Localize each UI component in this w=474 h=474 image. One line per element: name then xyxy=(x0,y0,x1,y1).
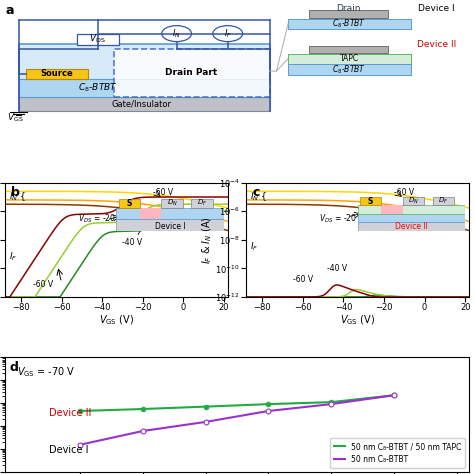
Bar xyxy=(309,46,388,53)
X-axis label: $V_{\mathrm{GS}}$ (V): $V_{\mathrm{GS}}$ (V) xyxy=(340,314,375,327)
Bar xyxy=(18,97,270,111)
Text: -60 V: -60 V xyxy=(292,275,313,284)
Text: -60 V: -60 V xyxy=(153,188,173,197)
Text: $I_N$: $I_N$ xyxy=(172,27,181,40)
Text: Device II: Device II xyxy=(417,40,456,49)
Text: Drain: Drain xyxy=(336,4,361,13)
Text: Device I: Device I xyxy=(419,4,455,13)
Text: C$_8$-BTBT: C$_8$-BTBT xyxy=(332,64,366,76)
Text: $I_F$: $I_F$ xyxy=(250,241,258,253)
Text: $I_N$ {: $I_N$ { xyxy=(9,191,26,203)
Text: -60 V: -60 V xyxy=(33,280,53,289)
Bar xyxy=(288,64,411,75)
Text: Device II: Device II xyxy=(49,408,91,418)
Bar xyxy=(288,18,411,28)
Text: a: a xyxy=(5,4,14,18)
Bar xyxy=(26,69,88,79)
Text: $V_{\mathrm{DS}}$: $V_{\mathrm{DS}}$ xyxy=(89,33,106,46)
Text: Gate/Insulator: Gate/Insulator xyxy=(112,100,172,109)
Text: $I_N$ {: $I_N$ { xyxy=(250,191,267,203)
Legend: 50 nm C₈-BTBT / 50 nm TAPC, 50 nm C₈-BTBT: 50 nm C₈-BTBT / 50 nm TAPC, 50 nm C₈-BTB… xyxy=(330,438,465,468)
Bar xyxy=(18,79,270,97)
Text: $V_{DS}$ = -20 V: $V_{DS}$ = -20 V xyxy=(319,212,365,225)
Bar xyxy=(309,10,388,18)
Text: $I_F$: $I_F$ xyxy=(224,27,232,40)
Y-axis label: $I_F$ & $I_N$ (A): $I_F$ & $I_N$ (A) xyxy=(200,216,214,264)
Text: d: d xyxy=(9,361,18,374)
Text: -40 V: -40 V xyxy=(327,264,347,273)
Text: $V_{DS}$ = -20 V: $V_{DS}$ = -20 V xyxy=(78,212,124,225)
Text: TAPC: TAPC xyxy=(340,54,359,63)
Circle shape xyxy=(213,26,243,42)
Text: $I_F$: $I_F$ xyxy=(9,251,17,263)
FancyBboxPatch shape xyxy=(114,49,270,97)
FancyBboxPatch shape xyxy=(77,34,118,45)
Text: b: b xyxy=(11,186,20,199)
Text: c: c xyxy=(253,186,260,199)
Text: $V_{\mathrm{GS}}$ = -70 V: $V_{\mathrm{GS}}$ = -70 V xyxy=(17,365,76,380)
Text: Device I: Device I xyxy=(49,446,88,456)
Text: Source: Source xyxy=(40,69,73,78)
Bar xyxy=(288,54,411,64)
Text: Drain Part: Drain Part xyxy=(165,68,218,77)
FancyBboxPatch shape xyxy=(18,44,270,111)
Text: -60 V: -60 V xyxy=(394,188,414,197)
Text: $V_{\mathrm{GS}}$: $V_{\mathrm{GS}}$ xyxy=(7,111,23,124)
Text: C$_8$-BTBT: C$_8$-BTBT xyxy=(332,18,366,30)
Text: C$_8$-BTBT: C$_8$-BTBT xyxy=(78,82,118,94)
Text: -40 V: -40 V xyxy=(122,238,143,247)
X-axis label: $V_{\mathrm{GS}}$ (V): $V_{\mathrm{GS}}$ (V) xyxy=(99,314,134,327)
Circle shape xyxy=(162,26,191,42)
